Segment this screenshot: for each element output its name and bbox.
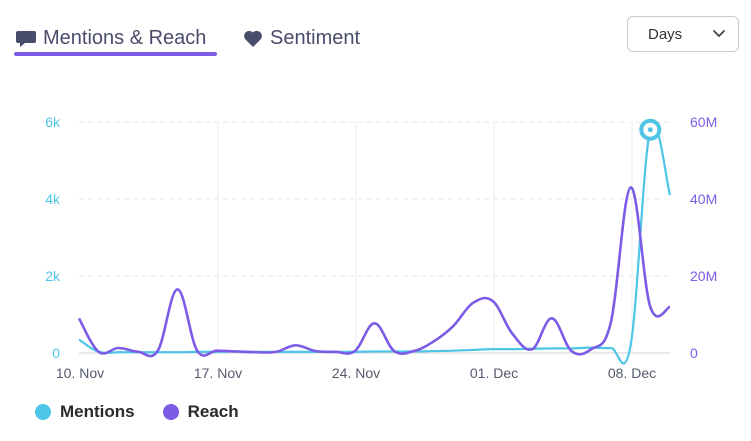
- y-left-tick-1: 2k: [45, 268, 61, 284]
- legend-mentions-label: Mentions: [60, 402, 135, 421]
- y-right-tick-3: 60M: [690, 114, 717, 130]
- x-tick-2: 24. Nov: [332, 365, 380, 381]
- speech-bubble-icon: [16, 31, 36, 47]
- period-select[interactable]: Days: [627, 16, 739, 52]
- tab-sentiment-label: Sentiment: [270, 26, 361, 49]
- mentions-reach-chart: 0 2k 4k 6k 0 20M 40M 60M 10. Nov 17. Nov…: [45, 114, 717, 381]
- x-tick-3: 01. Dec: [470, 365, 518, 381]
- x-tick-0: 10. Nov: [56, 365, 104, 381]
- tab-mentions-reach-label: Mentions & Reach: [43, 26, 207, 49]
- legend-reach-label: Reach: [187, 402, 239, 421]
- legend-item-reach[interactable]: Reach: [162, 402, 239, 422]
- highlight-point-marker[interactable]: [639, 118, 662, 141]
- y-left-tick-0: 0: [52, 345, 60, 361]
- legend-item-mentions[interactable]: Mentions: [35, 402, 135, 422]
- mentions-series-line: [78, 123, 672, 365]
- legend-reach-dot: [162, 404, 179, 420]
- y-right-tick-1: 20M: [690, 268, 717, 284]
- y-right-tick-0: 0: [690, 345, 698, 361]
- y-left-tick-3: 6k: [45, 114, 61, 130]
- tab-mentions-reach[interactable]: Mentions & Reach: [15, 20, 206, 56]
- legend-mentions-dot: [35, 404, 51, 420]
- y-left-tick-2: 4k: [45, 191, 61, 207]
- x-tick-1: 17. Nov: [194, 365, 242, 381]
- x-tick-4: 08. Dec: [608, 365, 656, 381]
- y-right-tick-2: 40M: [690, 191, 717, 207]
- chart-legend: Mentions Reach: [35, 402, 267, 422]
- active-tab-indicator: [14, 52, 217, 56]
- chart-tabs: Mentions & Reach Sentiment: [0, 0, 751, 60]
- reach-series-line: [77, 186, 671, 358]
- period-select-value: Days: [648, 25, 683, 43]
- heart-icon: [244, 30, 262, 47]
- chevron-down-icon: [713, 30, 725, 38]
- tab-sentiment[interactable]: Sentiment: [242, 20, 360, 56]
